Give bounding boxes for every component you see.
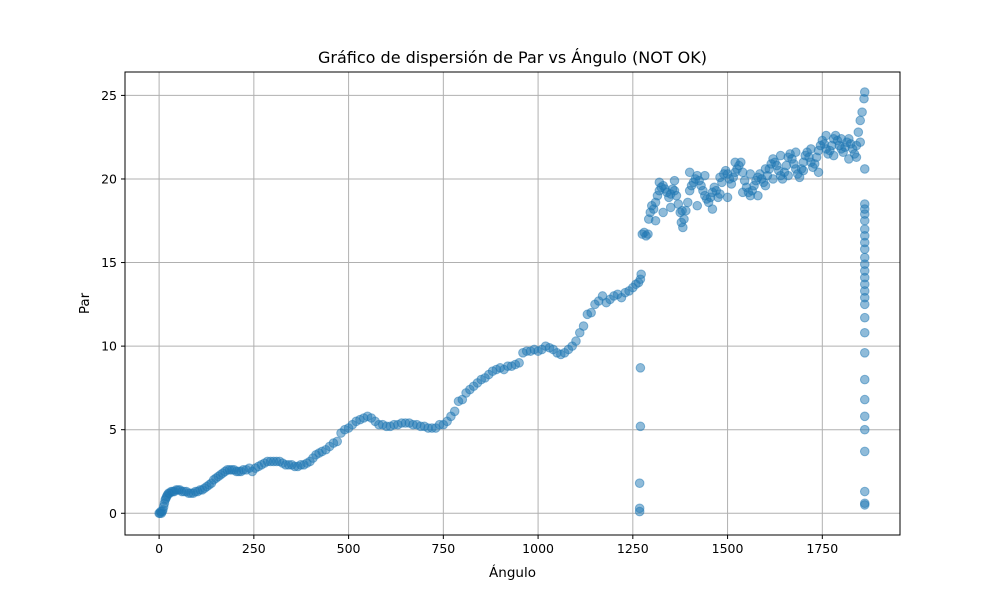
data-point: [634, 503, 645, 514]
data-point: [855, 115, 866, 126]
x-tick-label: 1500: [712, 541, 744, 556]
data-point: [634, 478, 645, 488]
data-point: [753, 190, 763, 201]
data-point: [658, 207, 668, 218]
data-point: [679, 214, 689, 224]
x-tick-label: 500: [337, 541, 361, 556]
data-point: [775, 150, 786, 161]
data-point: [790, 147, 801, 158]
data-point: [859, 486, 870, 497]
data-point: [650, 215, 661, 226]
data-point: [798, 165, 809, 176]
data-point: [578, 321, 589, 331]
data-point: [643, 229, 653, 239]
data-point: [855, 137, 866, 147]
data-point: [813, 167, 824, 178]
y-tick-label: 15: [101, 255, 117, 270]
data-point: [859, 394, 870, 405]
data-point: [677, 205, 687, 216]
y-axis-label: Par: [77, 292, 93, 314]
data-point: [859, 327, 870, 338]
x-tick-label: 1250: [617, 541, 649, 556]
data-point: [722, 192, 733, 203]
data-point: [836, 134, 847, 144]
data-point: [700, 170, 710, 181]
data-point: [730, 157, 740, 168]
data-point: [745, 169, 756, 179]
data-point: [707, 204, 718, 214]
data-point: [859, 164, 870, 174]
data-point: [859, 348, 870, 358]
data-point: [760, 180, 771, 191]
data-point: [768, 174, 778, 184]
x-tick-label: 0: [155, 541, 163, 556]
data-point: [715, 172, 725, 183]
x-tick-label: 1750: [806, 541, 838, 556]
data-point: [853, 127, 864, 137]
data-point: [859, 424, 870, 435]
data-point: [449, 406, 460, 417]
data-point: [671, 190, 682, 201]
axis-ticks: 0 250 500 750 1000 1250 1500 1750 0 5 10 15 20 25: [101, 88, 838, 556]
data-point: [851, 152, 862, 163]
x-tick-label: 750: [431, 541, 455, 556]
data-point: [635, 421, 646, 432]
data-point: [692, 200, 703, 211]
data-point: [859, 411, 870, 422]
data-point: [859, 500, 870, 510]
data-point: [678, 222, 688, 233]
x-tick-label: 250: [242, 541, 266, 556]
data-point: [682, 197, 693, 208]
data-point: [859, 312, 870, 323]
data-point: [571, 336, 581, 346]
data-point: [586, 307, 596, 318]
plot-frame: [124, 71, 901, 536]
y-tick-label: 10: [101, 339, 117, 354]
data-point: [859, 87, 870, 97]
data-point: [635, 363, 646, 373]
y-tick-label: 5: [109, 422, 117, 437]
x-tick-label: 1000: [522, 541, 554, 556]
data-point: [859, 446, 870, 457]
y-tick-label: 20: [101, 171, 117, 186]
data-point: [636, 269, 646, 280]
chart-title: Gráfico de dispersión de Par vs Ángulo (…: [318, 48, 707, 67]
y-tick-label: 0: [109, 506, 117, 521]
data-point: [665, 202, 676, 213]
data-point: [859, 215, 870, 226]
data-point: [332, 436, 343, 447]
data-point: [783, 170, 794, 181]
data-point: [669, 175, 680, 186]
data-point: [859, 374, 870, 385]
y-tick-label: 25: [101, 88, 117, 103]
data-point: [821, 130, 831, 141]
data-point: [514, 358, 524, 368]
data-point: [760, 164, 771, 174]
data-point: [859, 244, 870, 254]
data-point: [654, 177, 665, 188]
data-point: [684, 167, 695, 178]
data-points: [154, 87, 870, 519]
data-point: [806, 144, 816, 154]
data-point: [859, 299, 870, 310]
data-point: [857, 107, 867, 117]
data-point: [737, 187, 748, 198]
x-axis-label: Ángulo: [489, 564, 536, 581]
data-point: [828, 150, 839, 161]
